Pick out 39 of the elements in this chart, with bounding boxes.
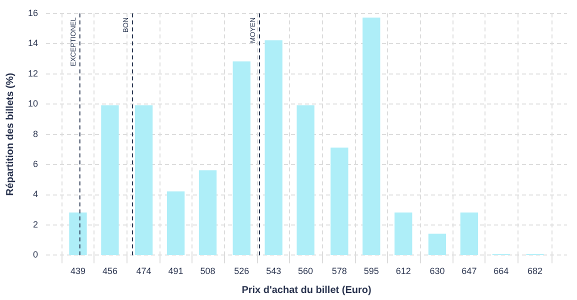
x-tick-label: 578 [332,266,347,276]
bar [69,212,87,256]
y-tick-label: 14 [28,38,38,48]
bar [264,40,282,256]
bar [101,105,119,256]
x-axis-title: Prix d'achat du billet (Euro) [242,284,372,296]
bar [232,61,250,256]
bar [394,212,412,256]
y-axis-title: Répartition des billets (%) [4,72,16,196]
bar [362,18,380,256]
y-tick-label: 6 [32,159,38,170]
x-tick-label: 560 [298,266,314,276]
y-tick-label: 12 [28,68,38,78]
y-tick-label: 16 [28,8,38,18]
x-tick-label: 647 [462,266,477,276]
x-tick-label: 526 [234,266,250,276]
x-tick-label: 491 [168,266,184,276]
y-tick-label: 4 [32,189,38,200]
bar [198,170,217,256]
x-tick-label: 543 [266,266,282,276]
bar [134,105,153,256]
bar [460,212,478,256]
x-tick-label: 456 [102,266,118,276]
x-tick-label: 439 [70,266,86,276]
x-tick-label: 508 [200,266,216,276]
x-tick-label: 664 [494,266,509,276]
bar [166,191,185,256]
x-tick-label: 474 [136,266,152,276]
y-tick-label: 2 [32,219,38,230]
x-tick-label: 612 [396,266,411,276]
bar [330,148,348,256]
y-tick-label: 0 [32,250,38,260]
y-tick-label: 8 [32,128,38,139]
x-tick-label: 595 [364,266,379,276]
x-tick-label: 682 [528,266,543,276]
x-tick-label: 630 [430,266,445,276]
bar [428,234,446,256]
y-tick-label: 10 [28,98,38,109]
bar [296,105,314,256]
